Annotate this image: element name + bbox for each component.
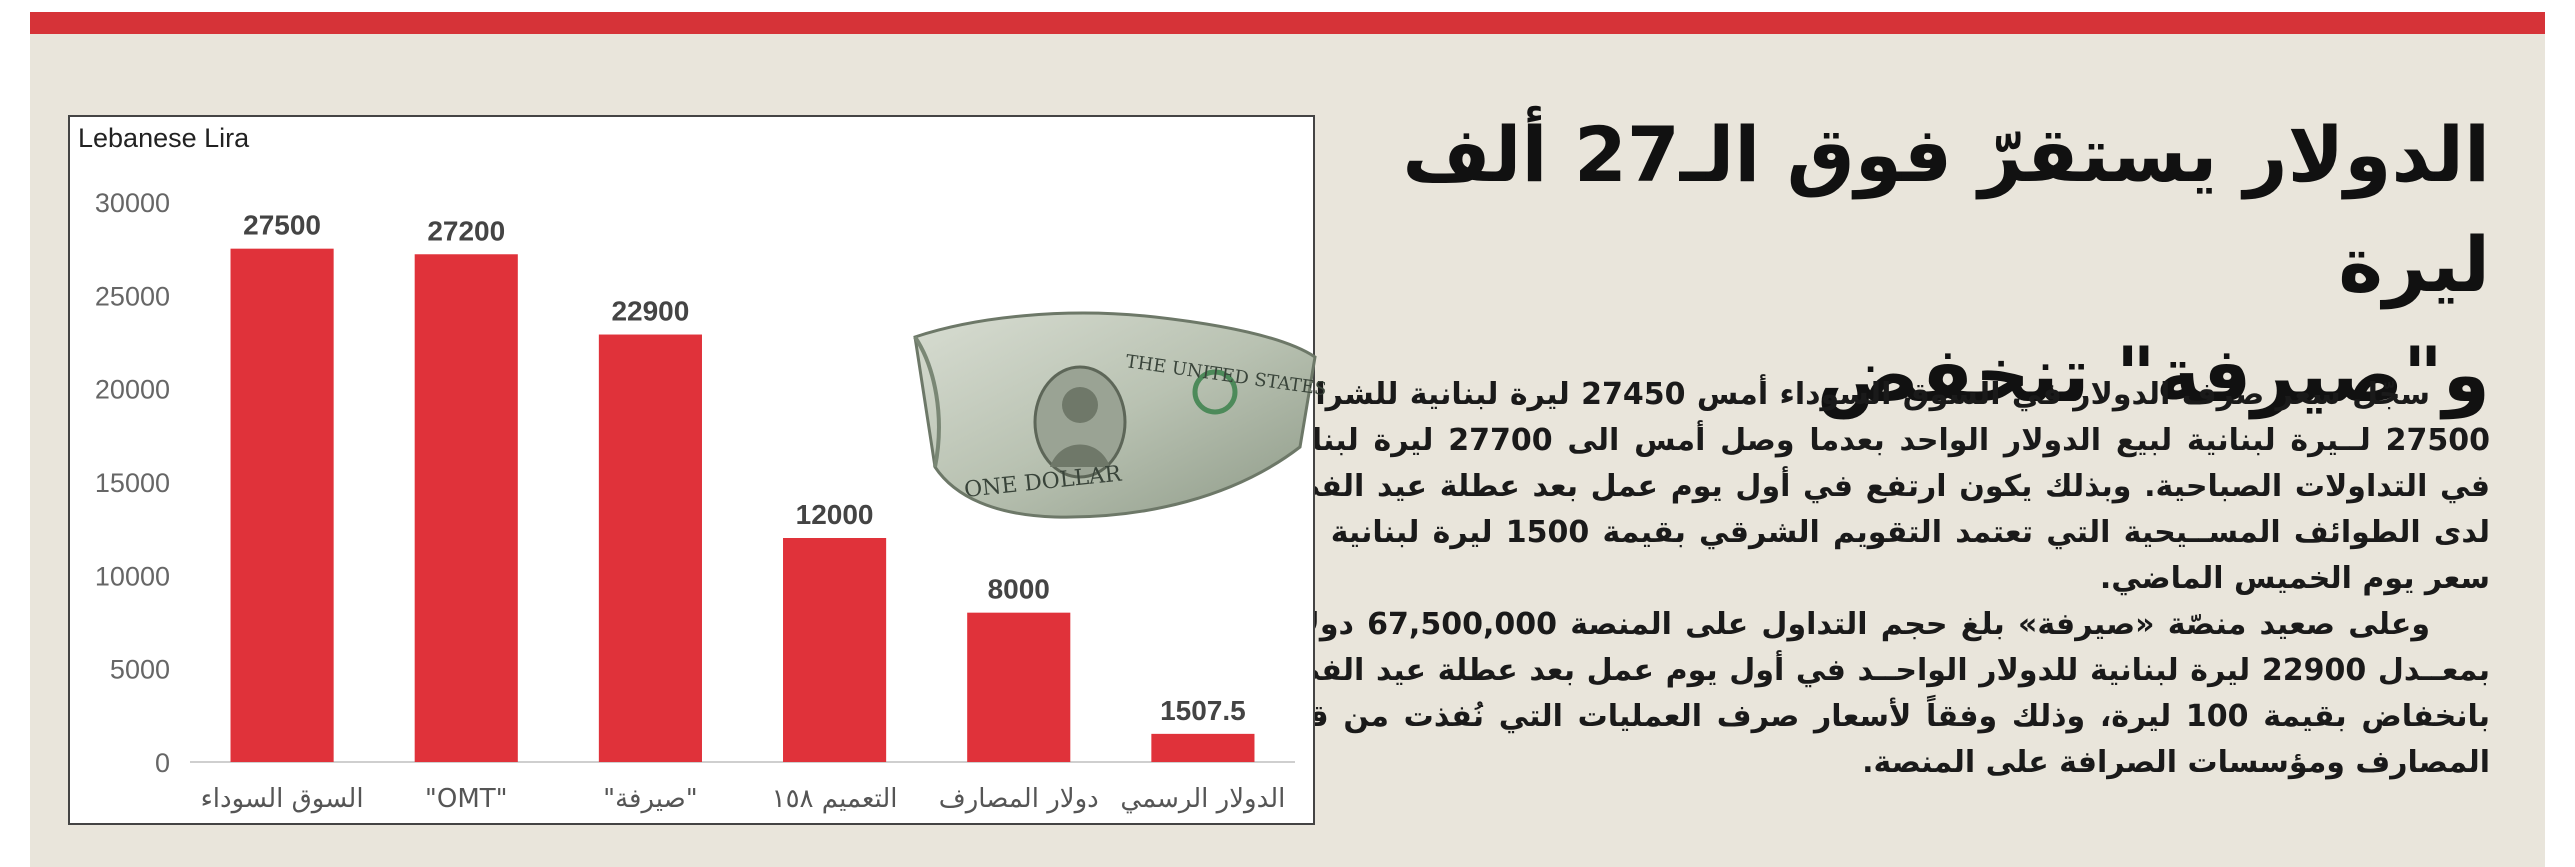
y-tick-label: 25000 xyxy=(95,281,170,311)
headline-line-2: و"صيرفة" تنخفض xyxy=(1816,330,2490,419)
y-tick-label: 15000 xyxy=(95,468,170,498)
bar-value-label: 1507.5 xyxy=(1160,695,1246,726)
exchange-rate-chart: Lebanese Lira 0 5000 10000 15000 20000 25000 3… xyxy=(68,115,1325,825)
bar-value-label: 27200 xyxy=(427,215,505,246)
headline: الدولار يستقرّ فوق الـ27 ألف ليرة و"صيرف… xyxy=(1290,100,2490,430)
bar-value-label: 27500 xyxy=(243,210,321,241)
bar-value-label: 12000 xyxy=(796,499,874,530)
x-category-label: الدولار الرسمي xyxy=(1120,784,1285,814)
dollar-banknote-icon: THE UNITED STATES ONE DOLLAR xyxy=(913,311,1325,519)
y-tick-label: 10000 xyxy=(95,561,170,591)
bar xyxy=(414,254,518,762)
bar-value-label: 22900 xyxy=(611,296,689,327)
headline-line-1: الدولار يستقرّ فوق الـ27 ألف ليرة xyxy=(1402,110,2490,309)
x-category-label: السوق السوداء xyxy=(201,784,364,814)
article-body: سجّل سعر صرف الدولار في السوق السوداء أم… xyxy=(1270,372,2490,786)
article-panel: الدولار يستقرّ فوق الـ27 ألف ليرة و"صيرف… xyxy=(30,12,2545,867)
bar-value-label: 8000 xyxy=(988,574,1050,605)
y-tick-label: 0 xyxy=(155,748,170,778)
x-category-label: دولار المصارف xyxy=(939,784,1099,814)
top-accent-bar xyxy=(30,12,2545,34)
y-tick-label: 30000 xyxy=(95,188,170,218)
bar xyxy=(1151,733,1255,762)
x-category-label: التعميم ١٥٨ xyxy=(772,784,898,814)
bar xyxy=(783,538,887,762)
y-tick-label: 5000 xyxy=(110,655,170,685)
bar xyxy=(598,334,702,762)
bar xyxy=(230,248,334,762)
bar xyxy=(967,612,1071,762)
x-category-label: "صيرفة" xyxy=(603,784,698,814)
x-category-label: "OMT" xyxy=(425,784,508,814)
paragraph-2: وعلى صعيد منصّة «صيرفة» بلغ حجم التداول … xyxy=(1270,607,2491,780)
y-tick-label: 20000 xyxy=(95,375,170,405)
y-axis-title: Lebanese Lira xyxy=(78,123,250,153)
paragraph-1: سجّل سعر صرف الدولار في السوق السوداء أم… xyxy=(1270,377,2491,596)
chart-svg: 0 5000 10000 15000 20000 25000 30000 27500 السوق… xyxy=(95,188,1295,814)
